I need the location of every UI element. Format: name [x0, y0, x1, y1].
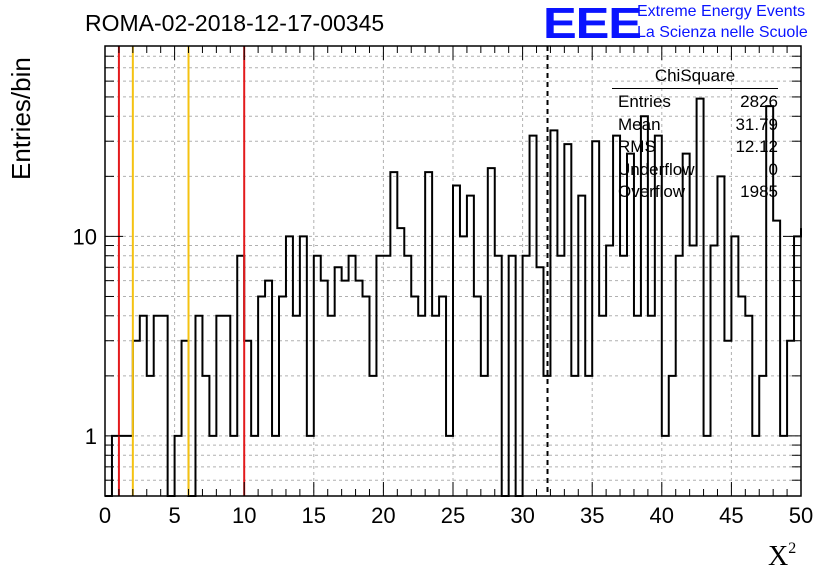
- logo-tagline-1: Extreme Energy Events: [637, 3, 806, 20]
- stats-box: ChiSquare Entries 2826 Mean 31.79 RMS 12.12…: [612, 66, 778, 204]
- y-axis-label: Entries/bin: [6, 57, 36, 180]
- x-axis-label-base: X: [768, 541, 789, 572]
- x-axis-label: X2: [768, 540, 796, 573]
- x-tick-label: 45: [719, 503, 743, 528]
- x-tick-label: 15: [302, 503, 326, 528]
- x-axis-label-superscript: 2: [788, 540, 797, 557]
- stats-label: Mean: [618, 114, 661, 134]
- stats-label: Overflow: [618, 182, 686, 201]
- logo-tagline-2: La Scienza nelle Scuole: [637, 24, 808, 41]
- histogram-series: [105, 97, 802, 497]
- x-tick-label: 25: [441, 503, 465, 528]
- eee-logo: EEE: [543, 0, 642, 48]
- x-tick-label: 30: [510, 503, 534, 528]
- stats-value: 31.79: [735, 114, 778, 134]
- x-tick-label: 50: [789, 503, 813, 528]
- x-tick-label: 35: [580, 503, 604, 528]
- stats-value: 1985: [740, 182, 778, 201]
- stats-value: 2826: [740, 92, 778, 111]
- stats-label: RMS: [618, 137, 656, 156]
- stats-row-mean: Mean 31.79: [612, 114, 778, 137]
- stats-value: 0: [768, 159, 778, 179]
- stats-box-title: ChiSquare: [612, 66, 778, 89]
- chart-title: ROMA-02-2018-12-17-00345: [85, 10, 385, 36]
- x-tick-label: 10: [232, 503, 256, 528]
- y-tick-label: 1: [85, 424, 97, 449]
- stats-row-overflow: Overflow 1985: [612, 181, 778, 204]
- x-tick-label: 5: [168, 503, 180, 528]
- x-tick-label: 20: [371, 503, 395, 528]
- stats-row-entries: Entries 2826: [612, 91, 778, 114]
- y-tick-label: 10: [73, 224, 97, 249]
- stats-label: Underflow: [618, 159, 695, 179]
- stats-row-rms: RMS 12.12: [612, 136, 778, 159]
- stats-value: 12.12: [735, 137, 778, 156]
- stats-label: Entries: [618, 92, 671, 111]
- x-tick-label: 0: [99, 503, 111, 528]
- stats-row-underflow: Underflow 0: [612, 159, 778, 182]
- x-tick-label: 40: [650, 503, 674, 528]
